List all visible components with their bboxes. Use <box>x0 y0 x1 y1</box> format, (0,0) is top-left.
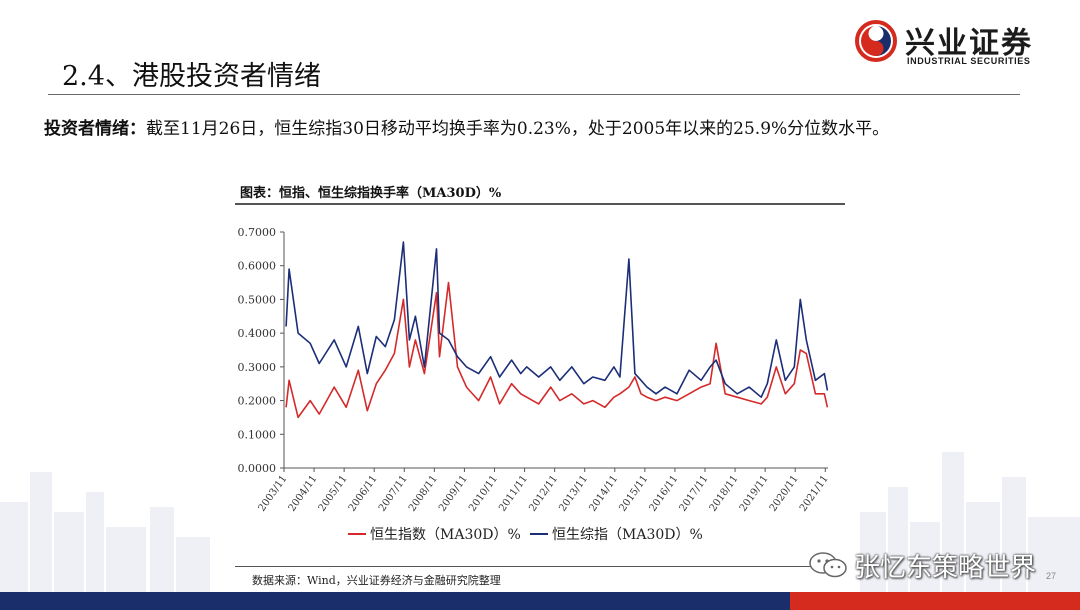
source-divider <box>235 566 845 567</box>
logo-english-name: INDUSTRIAL SECURITIES <box>907 56 1031 66</box>
x-tick-label: 2017/11 <box>678 473 711 513</box>
y-tick-label: 0.3000 <box>238 361 277 374</box>
footer-accent-bar <box>790 592 1080 610</box>
x-tick-label: 2005/11 <box>317 473 350 513</box>
chart-title-divider <box>235 203 845 205</box>
y-axis: 0.0000 0.1000 0.2000 0.3000 0.4000 0.5000 0.60… <box>238 226 285 475</box>
legend-label: 恒生指数（MA30D）% <box>370 527 521 543</box>
data-source-note: 数据来源：Wind，兴业证券经济与金融研究院整理 <box>252 574 501 587</box>
title-divider <box>48 94 1020 95</box>
y-tick-label: 0.6000 <box>238 260 277 273</box>
x-tick-label: 2003/11 <box>257 473 290 513</box>
turnover-line-chart: 0.0000 0.1000 0.2000 0.3000 0.4000 0.5000 0.60… <box>238 226 831 543</box>
y-tick-label: 0.0000 <box>238 462 277 475</box>
x-tick-label: 2020/11 <box>768 473 801 513</box>
y-tick-label: 0.5000 <box>238 293 277 306</box>
y-tick-label: 0.1000 <box>238 428 277 441</box>
summary-text: 截至11月26日，恒生综指30日移动平均换手率为0.23%，处于2005年以来的… <box>146 119 890 139</box>
x-tick-label: 2019/11 <box>738 473 771 513</box>
wechat-icon <box>809 552 847 578</box>
x-axis: 2003/112004/112005/112006/112007/112008/… <box>257 467 831 514</box>
logo-mark-icon <box>855 20 897 62</box>
watermark-text: 张忆东策略世界 <box>854 553 1037 583</box>
x-tick-label: 2014/11 <box>587 473 620 513</box>
x-tick-label: 2011/11 <box>497 473 530 513</box>
x-tick-label: 2015/11 <box>617 473 650 513</box>
x-tick-label: 2012/11 <box>527 473 560 513</box>
company-logo: 兴业证券 INDUSTRIAL SECURITIES <box>855 18 1070 70</box>
chart-title: 图表：恒指、恒生综指换手率（MA30D）% <box>240 186 502 201</box>
x-tick-label: 2004/11 <box>287 473 320 513</box>
y-tick-label: 0.2000 <box>238 395 277 408</box>
series-line-hsi <box>285 281 829 419</box>
page-number: 27 <box>1046 571 1057 581</box>
x-tick-label: 2007/11 <box>377 473 410 513</box>
summary-paragraph: 投资者情绪：截至11月26日，恒生综指30日移动平均换手率为0.23%，处于20… <box>44 114 889 139</box>
x-tick-label: 2006/11 <box>347 473 380 513</box>
x-tick-label: 2008/11 <box>407 473 440 513</box>
x-tick-label: 2010/11 <box>467 473 500 513</box>
x-tick-label: 2009/11 <box>437 473 470 513</box>
logo-chinese-name: 兴业证券 <box>905 26 1033 61</box>
y-tick-label: 0.7000 <box>238 226 277 239</box>
x-tick-label: 2018/11 <box>708 473 741 513</box>
x-tick-label: 2016/11 <box>648 473 681 513</box>
y-tick-label: 0.4000 <box>238 327 277 340</box>
x-tick-label: 2021/11 <box>798 473 831 513</box>
summary-label: 投资者情绪： <box>44 119 146 139</box>
page-title: 2.4、港股投资者情绪 <box>62 61 321 92</box>
x-tick-label: 2013/11 <box>557 473 590 513</box>
legend-label: 恒生综指（MA30D）% <box>552 527 703 543</box>
chart-series <box>285 241 829 419</box>
chart-legend: 恒生指数（MA30D）% 恒生综指（MA30D）% <box>348 527 703 543</box>
series-line-hsci <box>285 241 829 398</box>
